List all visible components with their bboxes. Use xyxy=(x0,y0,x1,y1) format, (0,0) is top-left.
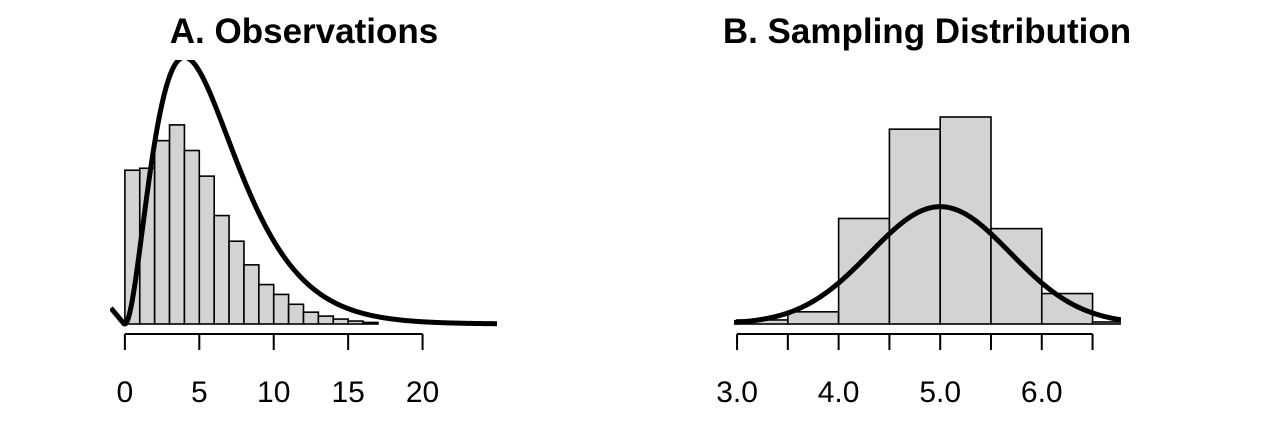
chart-a-x-tick-label: 0 xyxy=(117,376,134,409)
chart-a-histogram-bar xyxy=(228,240,245,325)
chart-b-panel: 3.0 4.0 5.0 6.0 xyxy=(716,116,1121,409)
chart-b-histogram-bar xyxy=(939,116,992,325)
chart-a-histogram-bar xyxy=(168,124,186,325)
chart-a-histogram-bar xyxy=(183,149,201,325)
chart-a-histogram-bar xyxy=(153,139,171,325)
chart-a-histogram-bar xyxy=(258,283,275,325)
chart-a-histogram-bar xyxy=(317,315,335,325)
chart-b-histogram-bar xyxy=(1091,321,1121,325)
chart-b-density-curve xyxy=(734,204,1121,325)
chart-b-x-tick-label: 4.0 xyxy=(818,376,860,409)
chart-b-x-tick-label: 6.0 xyxy=(1021,376,1063,409)
chart-b-plot-area xyxy=(734,116,1121,325)
chart-a-histogram-bar xyxy=(302,311,320,325)
chart-a-histogram-bar xyxy=(332,318,349,325)
chart-a-x-tick-label: 20 xyxy=(406,376,439,409)
chart-a-panel: 0 5 10 15 20 xyxy=(110,60,497,409)
chart-a-x-tick-label: 5 xyxy=(191,376,208,409)
chart-a-histogram-bar xyxy=(243,264,260,325)
chart-a-x-tick-label: 15 xyxy=(331,376,364,409)
chart-b-histogram-bar xyxy=(787,311,840,325)
chart-a-x-tick-label: 10 xyxy=(257,376,290,409)
chart-a-density-curve xyxy=(110,60,497,327)
chart-b-title: B. Sampling Distribution xyxy=(722,12,1132,51)
chart-a-histogram-bar xyxy=(198,175,215,325)
chart-a-histogram-bar xyxy=(347,320,364,325)
chart-a-histogram-bar xyxy=(272,293,290,325)
chart-b-x-tick-label: 5.0 xyxy=(919,376,961,409)
chart-a-plot-area xyxy=(110,60,497,327)
chart-a-histogram-bar xyxy=(213,214,230,325)
chart-a-title: A. Observations xyxy=(169,12,439,51)
chart-a-histogram-bar xyxy=(362,321,379,325)
chart-b-histogram-bar xyxy=(837,217,891,325)
chart-b-x-tick-label: 3.0 xyxy=(716,376,758,409)
chart-a-histogram-bar xyxy=(287,303,305,325)
